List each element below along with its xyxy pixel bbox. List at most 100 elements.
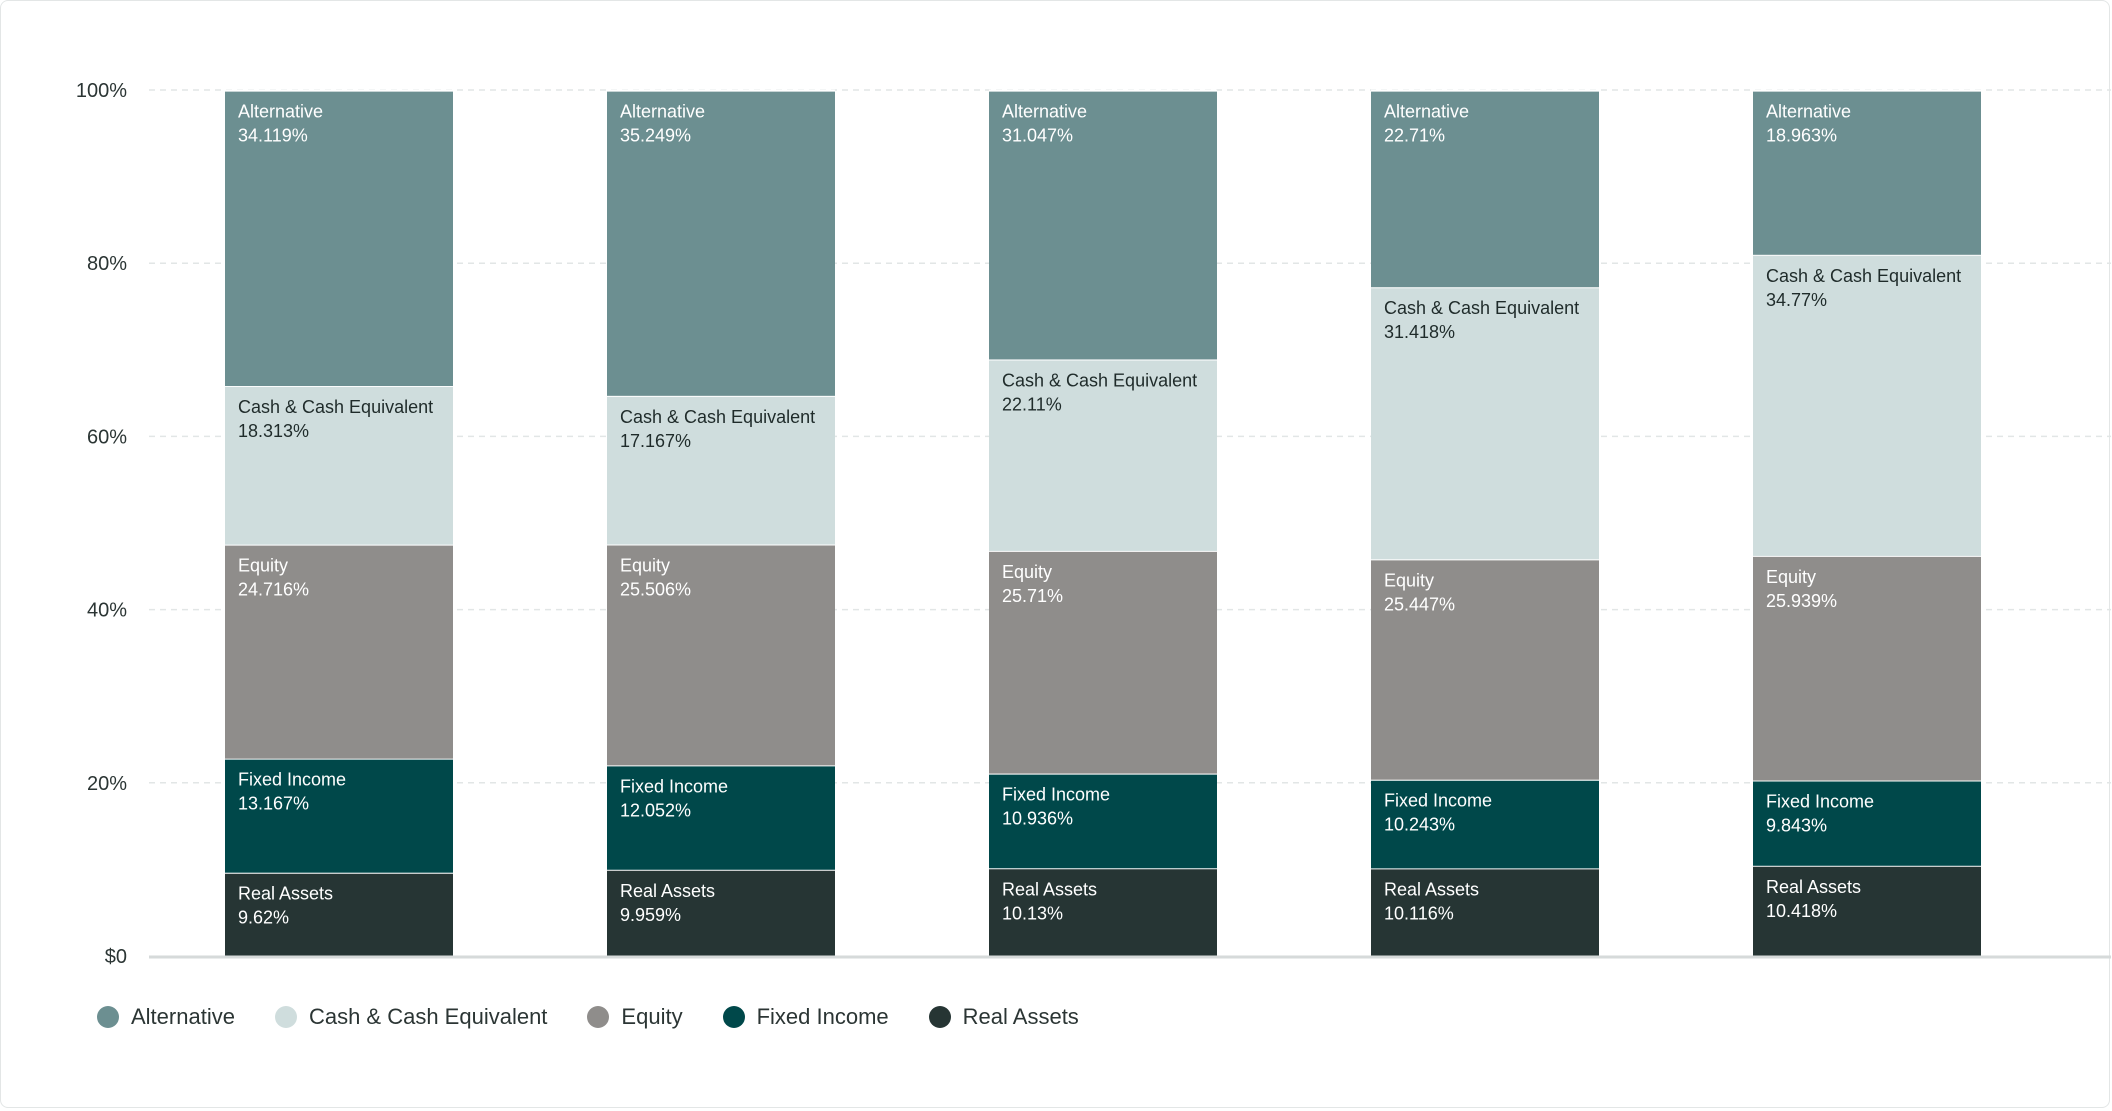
- segment-category-label: Fixed Income: [1384, 791, 1492, 811]
- legend-item-cash-equivalent[interactable]: Cash & Cash Equivalent: [274, 1004, 548, 1030]
- segment-value-label: 18.313%: [238, 421, 309, 441]
- bar-segment: [1753, 865, 1981, 956]
- legend-swatch-equity: [587, 1006, 610, 1028]
- bar-stack: Real Assets 9.959% Fixed Income 12.052% Equi…: [607, 89, 835, 956]
- segment-value-label: 10.418%: [1766, 901, 1837, 921]
- segment-category-label: Fixed Income: [1766, 792, 1874, 812]
- bar-segment: [225, 90, 453, 387]
- bar-segment: [607, 544, 835, 766]
- bar-segment: [989, 773, 1217, 869]
- y-tick-label: 20%: [87, 773, 127, 795]
- segment-category-label: Fixed Income: [1002, 785, 1110, 805]
- y-tick-label: 60%: [87, 426, 127, 448]
- bar-segment: [1753, 555, 1981, 781]
- bar-segment: [1753, 780, 1981, 866]
- segment-category-label: Equity: [1384, 570, 1434, 590]
- bar-segment: [225, 386, 453, 545]
- bar-segment: [1371, 90, 1599, 288]
- legend-item-alternative[interactable]: Alternative: [97, 1004, 235, 1030]
- chart-legend: Alternative Cash & Cash Equivalent Equit…: [97, 999, 1079, 1035]
- segment-value-label: 25.506%: [620, 580, 691, 600]
- segment-category-label: Equity: [620, 556, 670, 576]
- bar-segment: [1753, 90, 1981, 255]
- bar-stack: Real Assets 10.13% Fixed Income 10.936% Equi…: [989, 89, 1217, 956]
- segment-category-label: Real Assets: [1766, 877, 1861, 897]
- bar-segment: [225, 758, 453, 873]
- segment-category-label: Real Assets: [1384, 879, 1479, 899]
- segment-category-label: Alternative: [1766, 102, 1851, 122]
- bar-stack: Real Assets 10.116% Fixed Income 10.243% Equ…: [1371, 89, 1599, 956]
- bar-segment: [607, 869, 835, 956]
- legend-label: Fixed Income: [756, 1004, 889, 1029]
- segment-category-label: Fixed Income: [238, 770, 346, 790]
- bar-segment: [225, 544, 453, 759]
- bar-stack: Real Assets 9.62% Fixed Income 13.167% Equit…: [225, 89, 453, 956]
- segment-value-label: 9.62%: [238, 908, 289, 928]
- bar-segment: [607, 90, 835, 396]
- bar-segment: [1371, 287, 1599, 560]
- legend-swatch-cash-equivalent: [274, 1006, 297, 1028]
- segment-value-label: 22.11%: [1002, 394, 1062, 414]
- segment-category-label: Real Assets: [620, 881, 715, 901]
- segment-category-label: Real Assets: [238, 884, 333, 904]
- segment-category-label: Equity: [1766, 567, 1816, 587]
- segment-value-label: 10.243%: [1384, 815, 1455, 835]
- segment-value-label: 31.047%: [1002, 126, 1073, 146]
- segment-value-label: 25.71%: [1002, 586, 1063, 606]
- legend-item-real-assets[interactable]: Real Assets: [928, 1004, 1079, 1030]
- segment-value-label: 18.963%: [1766, 126, 1837, 146]
- legend-item-equity[interactable]: Equity: [587, 1004, 683, 1030]
- segment-value-label: 10.936%: [1002, 809, 1073, 829]
- legend-swatch-fixed-income: [722, 1006, 745, 1028]
- segment-category-label: Equity: [238, 556, 288, 576]
- bar-segment: [1371, 559, 1599, 780]
- bar-segment: [989, 868, 1217, 956]
- bar-segment: [989, 90, 1217, 360]
- segment-value-label: 25.447%: [1384, 594, 1455, 614]
- segment-category-label: Fixed Income: [620, 776, 728, 796]
- segment-category-label: Cash & Cash Equivalent: [620, 407, 815, 427]
- segment-value-label: 35.249%: [620, 126, 691, 146]
- segment-category-label: Alternative: [238, 102, 323, 122]
- legend-label: Equity: [621, 1004, 683, 1029]
- segment-category-label: Equity: [1002, 562, 1052, 582]
- legend-item-fixed-income[interactable]: Fixed Income: [722, 1004, 889, 1030]
- bar-segment: [989, 359, 1217, 551]
- segment-value-label: 22.71%: [1384, 126, 1445, 146]
- bar-segment: [607, 395, 835, 545]
- segment-value-label: 34.119%: [238, 126, 308, 146]
- segment-value-label: 9.959%: [620, 905, 681, 925]
- segment-category-label: Cash & Cash Equivalent: [1002, 370, 1197, 390]
- segment-value-label: 10.116%: [1384, 903, 1454, 923]
- segment-category-label: Alternative: [1384, 102, 1469, 122]
- segment-value-label: 10.13%: [1002, 903, 1063, 923]
- legend-label: Cash & Cash Equivalent: [308, 1004, 548, 1029]
- segment-category-label: Cash & Cash Equivalent: [1384, 298, 1579, 318]
- segment-value-label: 13.167%: [238, 794, 309, 814]
- segment-category-label: Cash & Cash Equivalent: [1766, 266, 1961, 286]
- segment-category-label: Cash & Cash Equivalent: [238, 397, 433, 417]
- bar-segment: [989, 550, 1217, 774]
- legend-swatch-alternative: [97, 1006, 119, 1028]
- segment-value-label: 31.418%: [1384, 322, 1455, 342]
- y-tick-label: 40%: [87, 600, 127, 622]
- legend-label: Alternative: [131, 1004, 235, 1029]
- segment-value-label: 34.77%: [1766, 290, 1827, 310]
- y-tick-label: 80%: [87, 253, 127, 275]
- segment-value-label: 25.939%: [1766, 591, 1837, 611]
- bar-segment: [607, 765, 835, 870]
- segment-value-label: 24.716%: [238, 580, 309, 600]
- bar-segment: [1753, 254, 1981, 556]
- segment-category-label: Real Assets: [1002, 879, 1097, 899]
- segment-value-label: 17.167%: [620, 431, 691, 451]
- segment-value-label: 12.052%: [620, 800, 691, 820]
- legend-label: Real Assets: [962, 1004, 1079, 1029]
- bar-stack: Real Assets 10.418% Fixed Income 9.843% Equi…: [1753, 89, 1981, 956]
- segment-value-label: 9.843%: [1766, 816, 1827, 836]
- y-tick-label: 100%: [76, 80, 127, 102]
- bar-segment: [225, 872, 453, 956]
- bar-segment: [1371, 868, 1599, 956]
- y-tick-label: $0: [105, 946, 127, 968]
